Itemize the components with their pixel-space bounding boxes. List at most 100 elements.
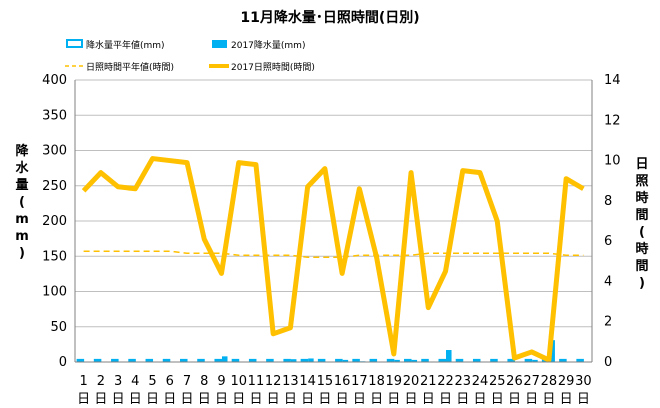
y2-axis-label-char: ) — [639, 276, 645, 291]
y-axis-label-char: 水 — [15, 160, 29, 176]
y2-axis-label-char: 時 — [635, 190, 648, 206]
y2-axis-label-char: ( — [639, 225, 645, 240]
x-tick-suffix: 日 — [405, 392, 418, 407]
normal-precip-bar — [283, 358, 291, 363]
x-tick-suffix: 日 — [198, 392, 211, 407]
y-tick-label: 250 — [42, 179, 67, 194]
y-tick-label: 0 — [59, 355, 67, 370]
precip-bar — [308, 358, 314, 362]
y2-axis-label-char: 間 — [635, 208, 648, 223]
x-tick-suffix: 日 — [525, 392, 538, 407]
x-tick-label: 19 — [386, 374, 403, 389]
x-tick-suffix: 日 — [542, 392, 555, 407]
normal-precip-bar — [214, 358, 222, 363]
x-tick-suffix: 日 — [318, 392, 331, 407]
x-tick-label: 1 — [79, 374, 87, 389]
normal-precip-bar — [93, 358, 102, 363]
precip-bar — [342, 359, 349, 362]
x-tick-label: 2 — [97, 374, 105, 389]
y-tick-label: 50 — [50, 320, 67, 335]
x-tick-suffix: 日 — [267, 392, 280, 407]
legend-swatch-normal-precip — [66, 39, 83, 48]
x-tick-label: 26 — [506, 374, 523, 389]
y-axis-label-char: m — [15, 229, 29, 244]
x-tick-label: 17 — [351, 374, 368, 389]
x-tick-suffix: 日 — [232, 392, 245, 407]
x-tick-label: 11 — [248, 374, 265, 389]
legend-label: 降水量平年値(mm) — [86, 39, 165, 51]
legend-label: 2017降水量(mm) — [231, 39, 305, 51]
x-tick-suffix: 日 — [560, 392, 573, 407]
normal-precip-bar — [421, 358, 429, 363]
normal-precip-bar — [128, 358, 136, 363]
x-tick-suffix: 日 — [112, 392, 125, 407]
y2-tick-label: 2 — [604, 315, 612, 330]
y2-axis-label-char: 時 — [635, 241, 648, 257]
bars — [76, 340, 584, 363]
precip-bar — [411, 359, 418, 362]
y-tick-label: 200 — [42, 214, 67, 229]
x-tick-suffix: 日 — [508, 392, 521, 407]
x-tick-label: 14 — [299, 374, 316, 389]
y-axis-label-char: 降 — [15, 143, 29, 159]
y-axis-label-char: ( — [19, 195, 25, 210]
x-tick-suffix: 日 — [370, 392, 383, 407]
x-tick-suffix: 日 — [422, 392, 435, 407]
normal-precip-bar — [145, 358, 154, 363]
normal-precip-bar — [111, 358, 119, 363]
y-axis-label-char: m — [15, 212, 29, 227]
x-tick-label: 18 — [368, 374, 385, 389]
normal-precip-bar — [576, 358, 584, 363]
normal-precip-bar — [76, 358, 85, 363]
y2-tick-label: 0 — [604, 355, 612, 370]
x-tick-label: 12 — [265, 374, 282, 389]
precip-bar — [394, 359, 400, 362]
x-tick-label: 16 — [334, 374, 351, 389]
x-tick-suffix: 日 — [215, 392, 228, 407]
legend-label: 日照時間平年値(時間) — [86, 61, 174, 73]
y2-axis-label-char: 照 — [635, 174, 648, 189]
normal-precip-bar — [300, 358, 309, 363]
x-tick-label: 20 — [403, 374, 420, 389]
legend: 降水量平年値(mm) 2017降水量(mm) 日照時間平年値(時間) 2017日照時間… — [65, 39, 315, 73]
axes: 050100150200250300350400024681012141日2日3… — [42, 73, 620, 407]
x-tick-suffix: 日 — [577, 392, 590, 407]
axis-labels: 降水量(mm)日照時間(時間) — [15, 143, 648, 291]
normal-precip-bar — [197, 358, 205, 363]
x-tick-label: 3 — [114, 374, 122, 389]
y2-tick-label: 12 — [604, 113, 621, 128]
legend-label: 2017日照時間(時間) — [231, 62, 315, 73]
y2-tick-label: 10 — [604, 154, 621, 169]
y-tick-label: 100 — [42, 285, 67, 300]
chart-title: 11月降水量･日照時間(日別) — [240, 9, 419, 26]
normal-sunshine-line — [83, 250, 584, 259]
x-tick-suffix: 日 — [129, 392, 142, 407]
x-tick-suffix: 日 — [473, 392, 486, 407]
x-tick-label: 23 — [454, 374, 471, 389]
sunshine-line — [81, 156, 585, 363]
y-axis-label-char: 量 — [15, 178, 28, 193]
normal-precip-bar — [438, 358, 447, 363]
normal-precip-bar — [352, 358, 360, 363]
x-tick-suffix: 日 — [353, 392, 366, 407]
normal-precip-bar — [317, 358, 326, 363]
normal-precip-bar — [507, 358, 515, 363]
x-tick-label: 28 — [541, 374, 558, 389]
x-tick-label: 10 — [230, 374, 247, 389]
y-tick-label: 150 — [42, 249, 67, 264]
y2-axis-label-char: 日 — [635, 157, 648, 172]
precip-bar — [446, 350, 452, 362]
x-tick-label: 5 — [148, 374, 156, 389]
y2-axis-label-char: 間 — [635, 259, 648, 274]
y-axis-label-char: ) — [19, 246, 25, 261]
x-tick-suffix: 日 — [181, 392, 194, 407]
x-tick-label: 22 — [437, 374, 454, 389]
normal-precip-bar — [386, 358, 395, 363]
y-tick-label: 350 — [42, 108, 67, 123]
precip-bar — [221, 356, 228, 362]
x-tick-label: 7 — [183, 374, 191, 389]
precip-bar — [532, 359, 538, 362]
y-tick-label: 300 — [42, 144, 67, 159]
x-tick-suffix: 日 — [284, 392, 297, 407]
